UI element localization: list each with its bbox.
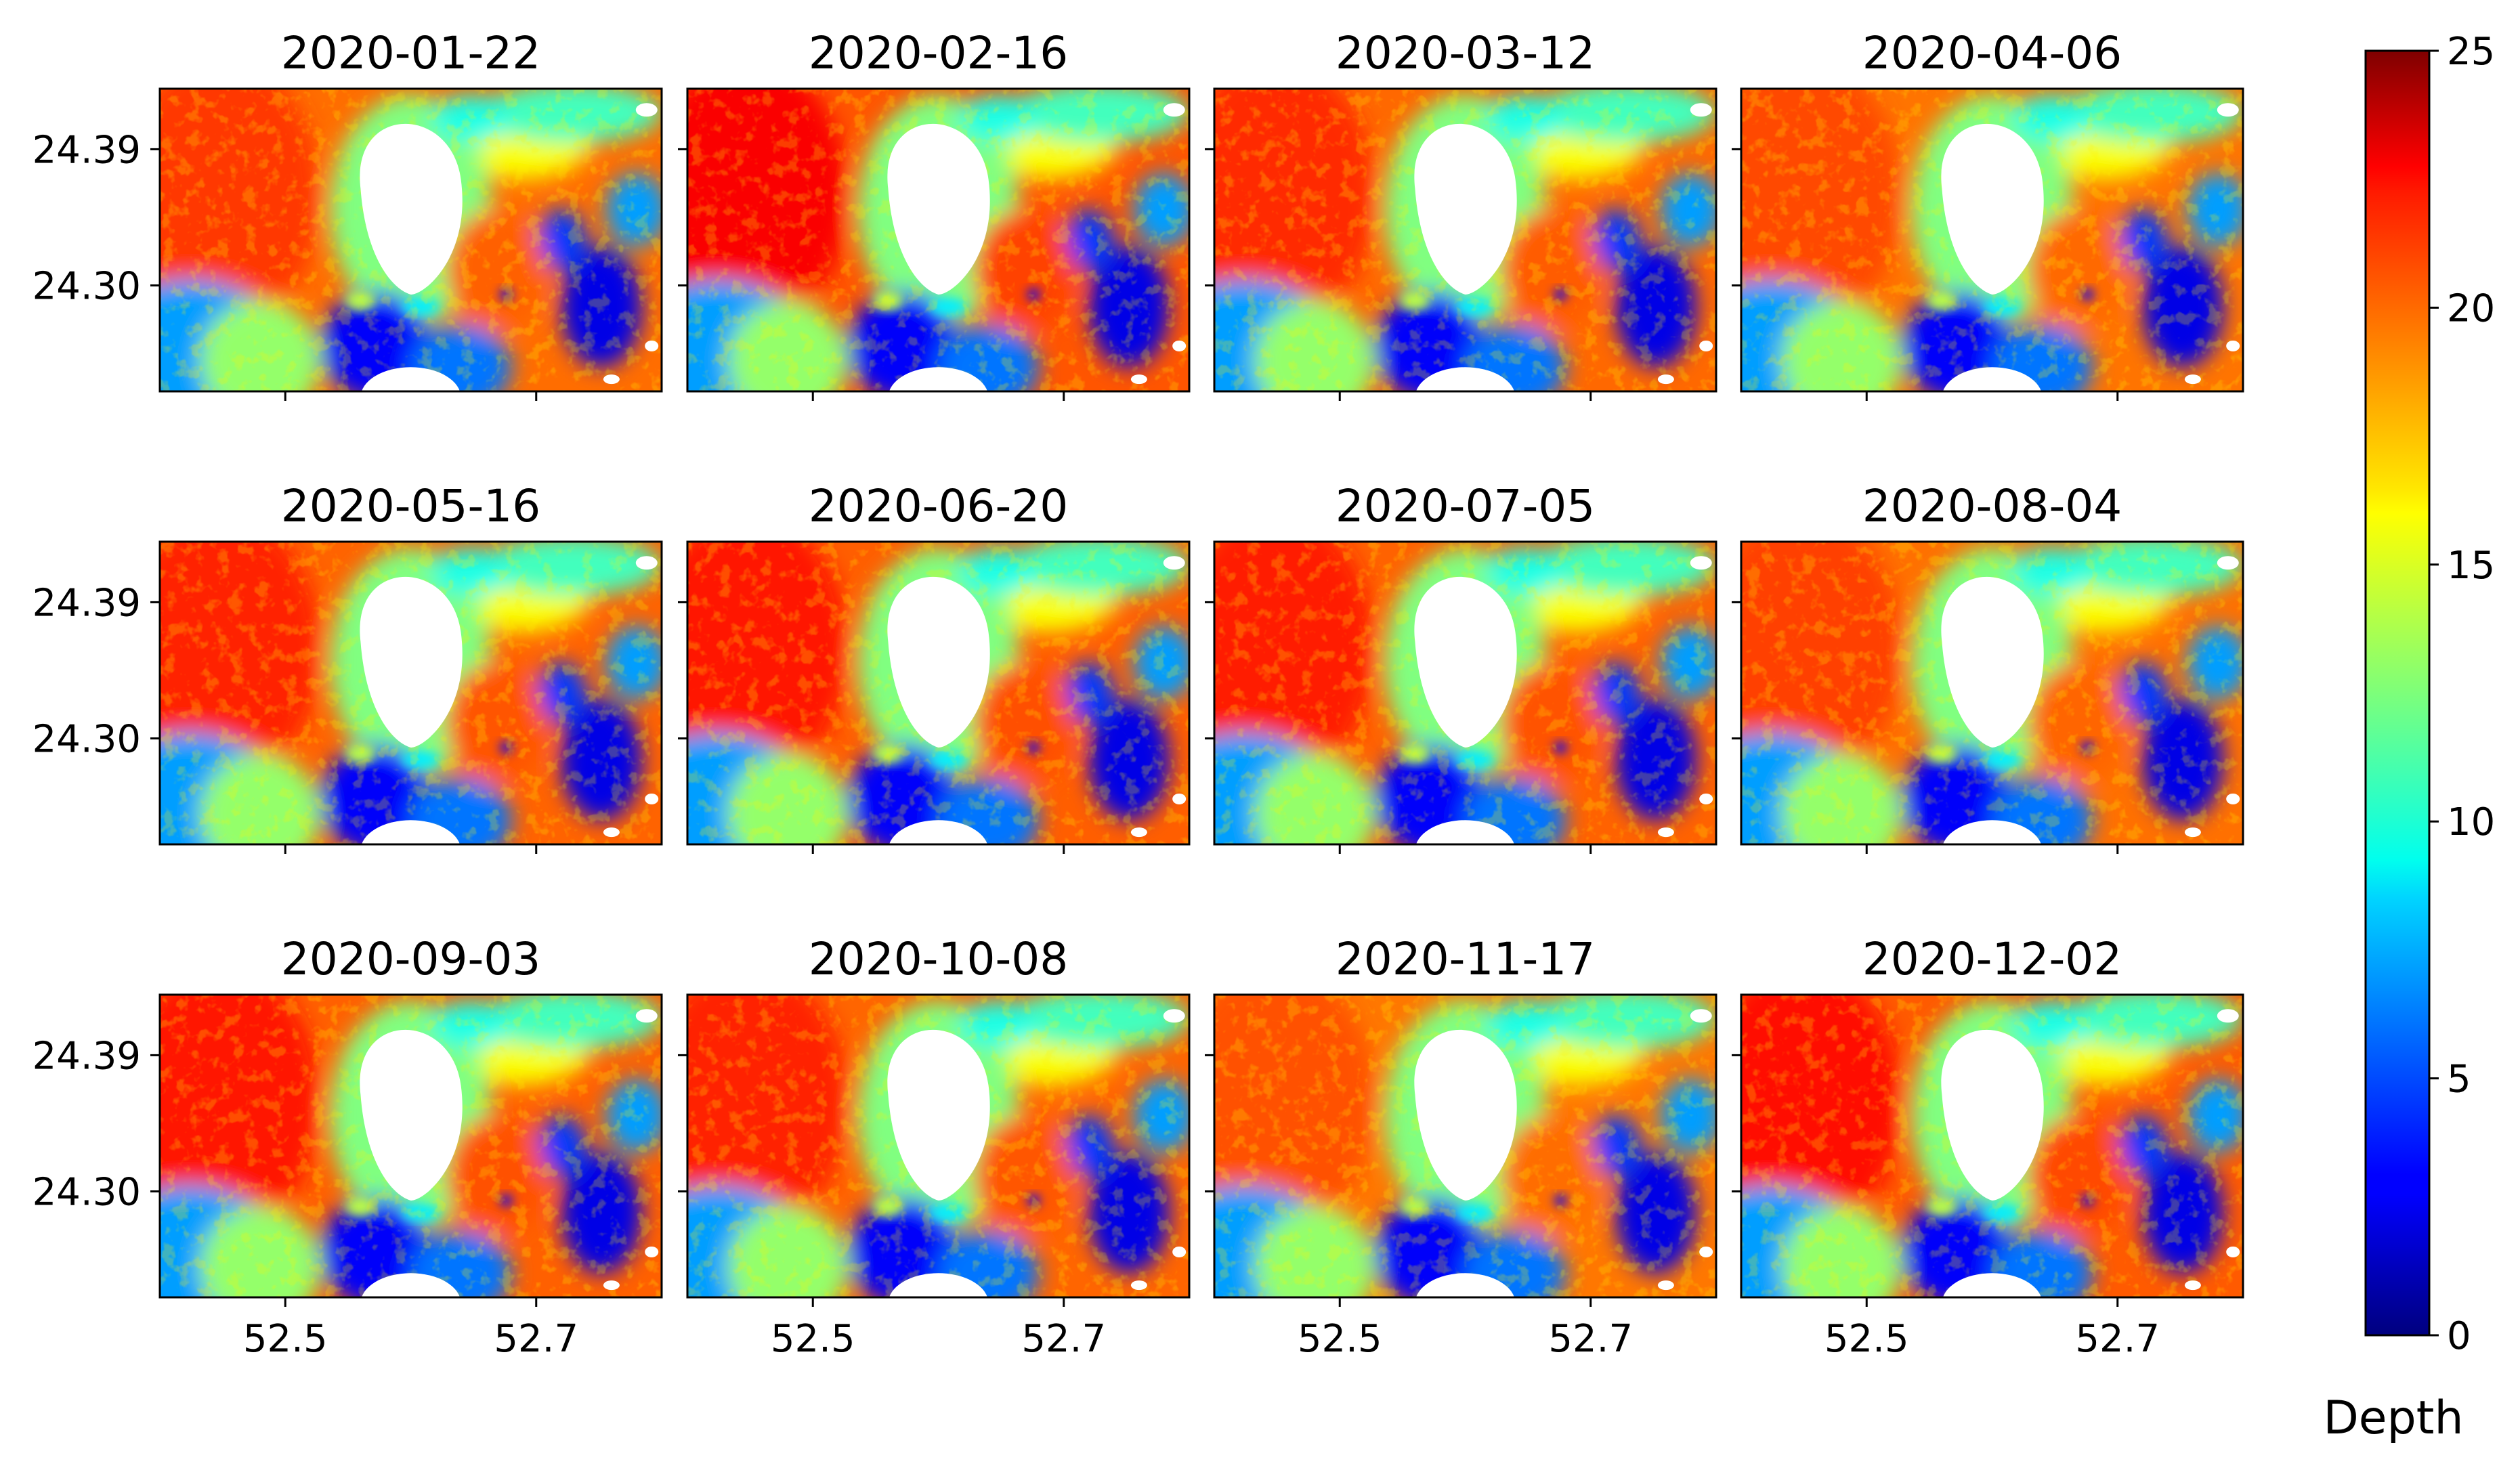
map-panel: 2020-11-17 52.5 52.7 [1205, 933, 1717, 1361]
depth-image [1214, 995, 1716, 1297]
panel-frame [686, 540, 1191, 846]
colorbar-label: Depth [2323, 1391, 2463, 1445]
colorbar-tick-label: 0 [2447, 1314, 2471, 1358]
x-tick-label: 52.7 [2075, 1317, 2160, 1361]
depth-image [1214, 542, 1716, 844]
panel-frame [158, 540, 663, 846]
x-tick-label: 52.7 [494, 1317, 578, 1361]
map-panel: 2020-01-22 24.39 24.30 [33, 27, 663, 401]
panel-frame [1213, 993, 1717, 1299]
x-tick-label: 52.7 [1548, 1317, 1633, 1361]
map-panel: 2020-09-03 52.5 52.7 24.39 24.30 [33, 933, 663, 1361]
y-tick-label: 24.30 [33, 718, 141, 762]
map-panel: 2020-06-20 [678, 480, 1191, 854]
colorbar-frame [2364, 49, 2431, 1337]
depth-image [687, 995, 1189, 1297]
panel-frame [158, 87, 663, 393]
depth-image [1741, 995, 2243, 1297]
panel-title: 2020-09-03 [281, 933, 541, 985]
depth-image [1741, 89, 2243, 391]
colorbar-tick-label: 15 [2447, 544, 2495, 588]
map-panel: 2020-05-16 24.39 24.30 [33, 480, 663, 854]
x-tick-label: 52.5 [1824, 1317, 1909, 1361]
panel-frame [686, 87, 1191, 393]
panel-frame [1740, 540, 2244, 846]
panel-frame [686, 993, 1191, 1299]
depth-image [1214, 89, 1716, 391]
panel-title: 2020-01-22 [281, 27, 541, 79]
panel-frame [1213, 87, 1717, 393]
y-tick-label: 24.39 [33, 128, 141, 172]
depth-image [160, 89, 662, 391]
depth-image [687, 542, 1189, 844]
x-tick-label: 52.5 [1298, 1317, 1382, 1361]
colorbar-tick-label: 10 [2447, 800, 2495, 844]
y-tick-label: 24.30 [33, 265, 141, 309]
panel-title: 2020-10-08 [809, 933, 1069, 985]
panel-frame [1740, 87, 2244, 393]
map-panel: 2020-07-05 [1205, 480, 1717, 854]
panel-title: 2020-03-12 [1336, 27, 1596, 79]
y-tick-label: 24.30 [33, 1171, 141, 1215]
panel-title: 2020-05-16 [281, 480, 541, 532]
panel-frame [158, 993, 663, 1299]
colorbar-gradient [2366, 51, 2429, 1335]
map-panel: 2020-04-06 [1732, 27, 2244, 401]
colorbar: 0 5 10 15 20 25 Depth [2323, 30, 2495, 1445]
y-tick-label: 24.39 [33, 1034, 141, 1078]
panel-title: 2020-08-04 [1862, 480, 2122, 532]
panel-title: 2020-04-06 [1862, 27, 2122, 79]
depth-image [160, 995, 662, 1297]
depth-image [1741, 542, 2243, 844]
depth-image [687, 89, 1189, 391]
x-tick-label: 52.5 [771, 1317, 855, 1361]
map-panel: 2020-12-02 52.5 52.7 [1732, 933, 2244, 1361]
panel-title: 2020-06-20 [809, 480, 1069, 532]
colorbar-tick-label: 25 [2447, 30, 2495, 74]
y-tick-label: 24.39 [33, 581, 141, 625]
map-panel: 2020-02-16 [678, 27, 1191, 401]
panel-title: 2020-07-05 [1336, 480, 1596, 532]
map-panel: 2020-08-04 [1732, 480, 2244, 854]
colorbar-tick-label: 20 [2447, 286, 2495, 330]
colorbar-tick-label: 5 [2447, 1058, 2471, 1102]
map-panel: 2020-03-12 [1205, 27, 1717, 401]
map-panel: 2020-10-08 52.5 52.7 [678, 933, 1191, 1361]
depth-image [160, 542, 662, 844]
x-tick-label: 52.7 [1021, 1317, 1106, 1361]
panel-frame [1740, 993, 2244, 1299]
x-tick-label: 52.5 [243, 1317, 328, 1361]
panel-title: 2020-11-17 [1336, 933, 1596, 985]
panel-frame [1213, 540, 1717, 846]
panel-title: 2020-02-16 [809, 27, 1069, 79]
panel-title: 2020-12-02 [1862, 933, 2122, 985]
